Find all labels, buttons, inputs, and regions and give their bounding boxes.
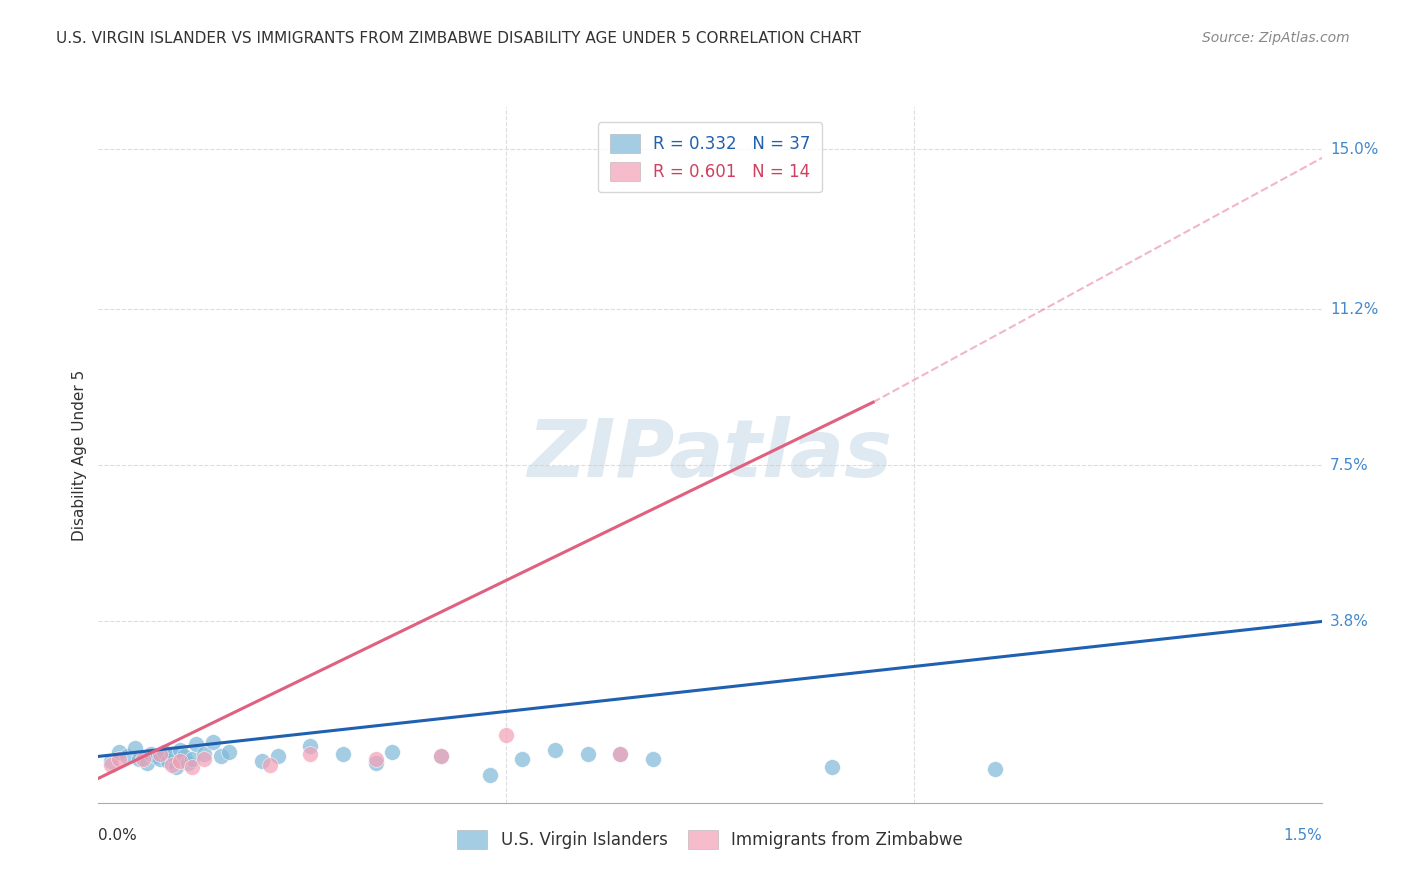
Point (136, 756, 159, 770)
Point (177, 756, 200, 770)
Point (609, 747, 631, 762)
Point (193, 747, 215, 762)
Text: ZIPatlas: ZIPatlas (527, 416, 893, 494)
Point (478, 768, 501, 782)
Point (299, 739, 322, 753)
Point (100, 757, 122, 772)
Text: 3.8%: 3.8% (1330, 614, 1369, 629)
Point (332, 747, 354, 762)
Legend: U.S. Virgin Islanders, Immigrants from Zimbabwe: U.S. Virgin Islanders, Immigrants from Z… (449, 822, 972, 857)
Point (173, 749, 195, 764)
Point (115, 749, 138, 764)
Point (364, 756, 387, 770)
Text: 7.5%: 7.5% (1330, 458, 1368, 473)
Point (108, 745, 131, 759)
Point (169, 754, 191, 768)
Point (160, 757, 183, 772)
Point (181, 760, 204, 774)
Text: 15.0%: 15.0% (1330, 142, 1378, 157)
Text: U.S. VIRGIN ISLANDER VS IMMIGRANTS FROM ZIMBABWE DISABILITY AGE UNDER 5 CORRELAT: U.S. VIRGIN ISLANDER VS IMMIGRANTS FROM … (56, 31, 862, 46)
Y-axis label: Disability Age Under 5: Disability Age Under 5 (72, 369, 87, 541)
Point (156, 754, 179, 768)
Point (145, 749, 167, 764)
Point (495, 728, 517, 742)
Point (259, 757, 281, 772)
Point (181, 751, 204, 765)
Point (821, 760, 844, 774)
Point (128, 751, 150, 765)
Point (512, 751, 534, 765)
Text: 1.5%: 1.5% (1282, 828, 1322, 843)
Point (984, 762, 1007, 776)
Point (193, 751, 215, 765)
Point (165, 760, 187, 774)
Point (576, 747, 599, 762)
Point (250, 754, 273, 768)
Text: Source: ZipAtlas.com: Source: ZipAtlas.com (1202, 31, 1350, 45)
Point (609, 747, 631, 762)
Point (381, 745, 404, 759)
Point (267, 749, 290, 764)
Point (641, 751, 664, 765)
Point (152, 745, 174, 759)
Point (169, 743, 191, 757)
Point (132, 751, 155, 765)
Point (149, 747, 172, 762)
Text: 0.0%: 0.0% (98, 828, 138, 843)
Point (209, 749, 232, 764)
Point (299, 747, 322, 762)
Point (149, 751, 172, 765)
Point (124, 741, 146, 756)
Point (186, 737, 208, 751)
Point (160, 747, 183, 762)
Point (201, 734, 224, 748)
Point (218, 745, 240, 759)
Point (544, 743, 567, 757)
Text: 11.2%: 11.2% (1330, 302, 1378, 317)
Point (430, 749, 453, 764)
Point (141, 747, 163, 762)
Point (100, 754, 122, 768)
Point (108, 751, 131, 765)
Point (364, 751, 387, 765)
Point (430, 749, 453, 764)
